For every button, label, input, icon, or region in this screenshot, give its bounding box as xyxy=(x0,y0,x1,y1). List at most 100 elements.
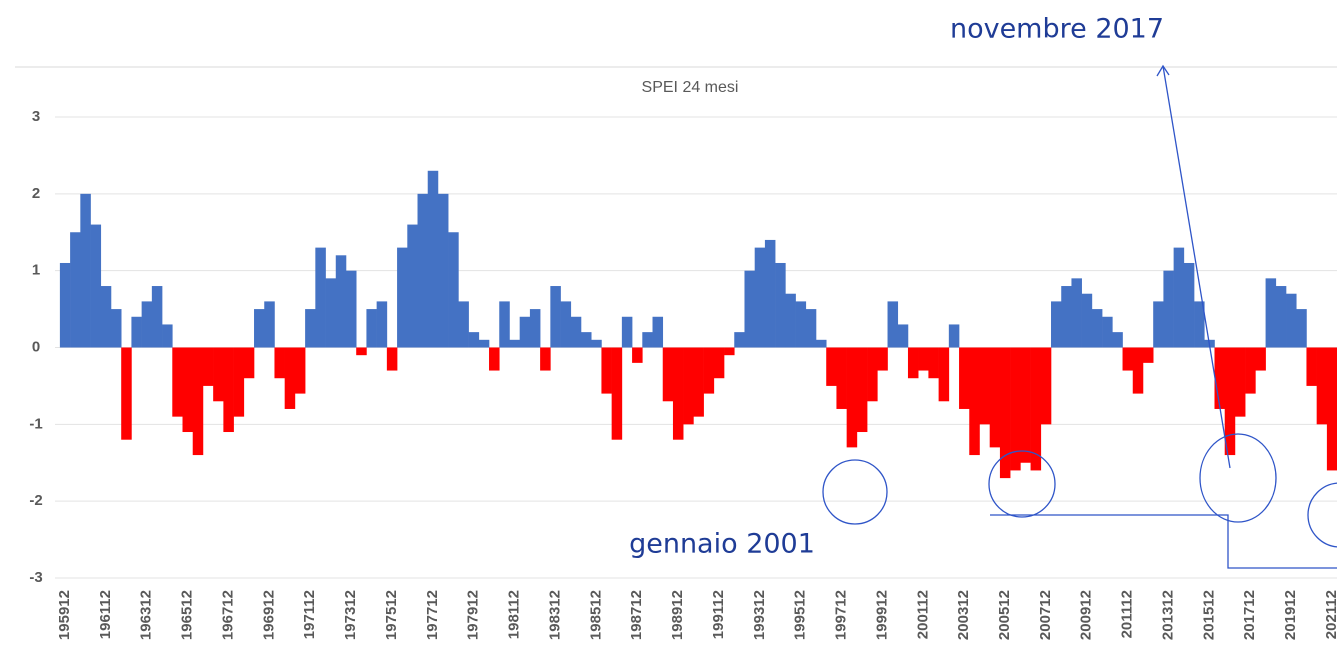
annotation: gennaio 2001 xyxy=(629,529,815,560)
bar xyxy=(979,347,991,425)
bar xyxy=(662,347,674,402)
x-tick-label: 201312 xyxy=(1159,590,1176,640)
bar xyxy=(969,347,980,456)
bar xyxy=(223,347,234,433)
annotation: novembre 2017 xyxy=(950,14,1164,45)
x-tick-label: 199112 xyxy=(710,590,727,639)
bar xyxy=(468,332,480,348)
annotation-shapes xyxy=(822,64,1337,569)
y-tick-label: 2 xyxy=(32,185,40,202)
bar xyxy=(519,316,531,348)
bar xyxy=(1316,347,1328,425)
bar xyxy=(478,339,490,348)
bar xyxy=(938,347,950,402)
bar xyxy=(550,286,561,348)
bar xyxy=(621,316,633,348)
x-tick-label: 197312 xyxy=(342,590,359,640)
x-tick-label: 199512 xyxy=(792,590,809,640)
bar xyxy=(1102,316,1113,348)
bar xyxy=(959,347,970,409)
x-tick-label: 201912 xyxy=(1282,590,1299,640)
bar xyxy=(1132,347,1144,394)
bar xyxy=(999,347,1011,479)
bar xyxy=(1040,347,1052,425)
bar xyxy=(356,347,367,356)
bar xyxy=(540,347,551,371)
arrow-head xyxy=(1156,64,1170,77)
bar xyxy=(1061,286,1072,348)
bar xyxy=(1020,347,1031,463)
bar xyxy=(744,270,755,348)
bar xyxy=(80,193,91,348)
bar xyxy=(764,239,776,348)
x-tick-label: 197712 xyxy=(424,590,441,640)
x-tick-label: 200512 xyxy=(996,590,1013,640)
bar xyxy=(192,347,204,456)
bar xyxy=(70,232,81,348)
bar xyxy=(1010,347,1021,471)
x-tick-label: 200912 xyxy=(1078,590,1095,640)
bar xyxy=(397,247,408,348)
x-tick-label: 198512 xyxy=(587,590,604,640)
bar xyxy=(499,301,510,348)
bar xyxy=(458,301,469,348)
bar xyxy=(948,324,960,348)
bar xyxy=(1173,247,1185,348)
y-tick-label: -3 xyxy=(29,569,42,586)
bar xyxy=(489,347,500,371)
bar xyxy=(1255,347,1266,371)
bar xyxy=(110,309,122,348)
bar xyxy=(754,247,766,348)
plot-area: -3 -2 -1 0 1 2 3 195912 196112 196312 196512 196712… xyxy=(29,108,1337,640)
x-tick-label: 196912 xyxy=(260,590,277,640)
bar xyxy=(274,347,285,379)
connector-line xyxy=(990,514,1337,569)
bar xyxy=(131,316,142,348)
bar xyxy=(509,339,520,348)
bar xyxy=(805,309,817,348)
x-tick-label: 201712 xyxy=(1241,590,1258,640)
bar xyxy=(1153,301,1164,348)
bar xyxy=(1071,278,1082,348)
bar xyxy=(1081,293,1093,348)
bar xyxy=(172,347,183,417)
bar xyxy=(632,347,643,363)
bar xyxy=(928,347,939,379)
bar xyxy=(1183,262,1195,348)
bar xyxy=(1091,309,1103,348)
x-tick-label: 198712 xyxy=(628,590,645,640)
bar xyxy=(1194,301,1205,348)
bar xyxy=(243,347,255,379)
bar xyxy=(734,332,745,348)
x-tick-label: 197512 xyxy=(383,590,400,640)
x-tick-label: 195912 xyxy=(56,590,73,640)
x-tick-label: 197112 xyxy=(301,590,318,639)
bar xyxy=(856,347,868,433)
bar xyxy=(826,347,837,386)
bar xyxy=(90,224,102,348)
bar xyxy=(1142,347,1154,363)
y-tick-label: 0 xyxy=(32,338,40,355)
bar xyxy=(836,347,847,409)
bar xyxy=(1214,347,1226,409)
bar xyxy=(918,347,929,371)
x-tick-label: 196312 xyxy=(138,590,155,640)
bar xyxy=(1122,347,1134,371)
bar xyxy=(1163,270,1174,348)
bar xyxy=(345,270,357,348)
arrow-line xyxy=(1162,65,1231,469)
bar xyxy=(1326,347,1337,471)
y-tick-label: -2 xyxy=(29,492,42,509)
bar xyxy=(570,316,582,348)
bar xyxy=(315,247,326,348)
y-tick-label: -1 xyxy=(29,415,42,432)
bar xyxy=(294,347,306,394)
bar xyxy=(437,193,449,348)
bar xyxy=(1275,286,1287,348)
bar xyxy=(100,286,112,348)
x-tick-label: 197912 xyxy=(465,590,482,640)
bar xyxy=(254,309,265,348)
bar xyxy=(427,170,439,348)
x-tick-label: 196512 xyxy=(179,590,196,640)
bar xyxy=(642,332,653,348)
